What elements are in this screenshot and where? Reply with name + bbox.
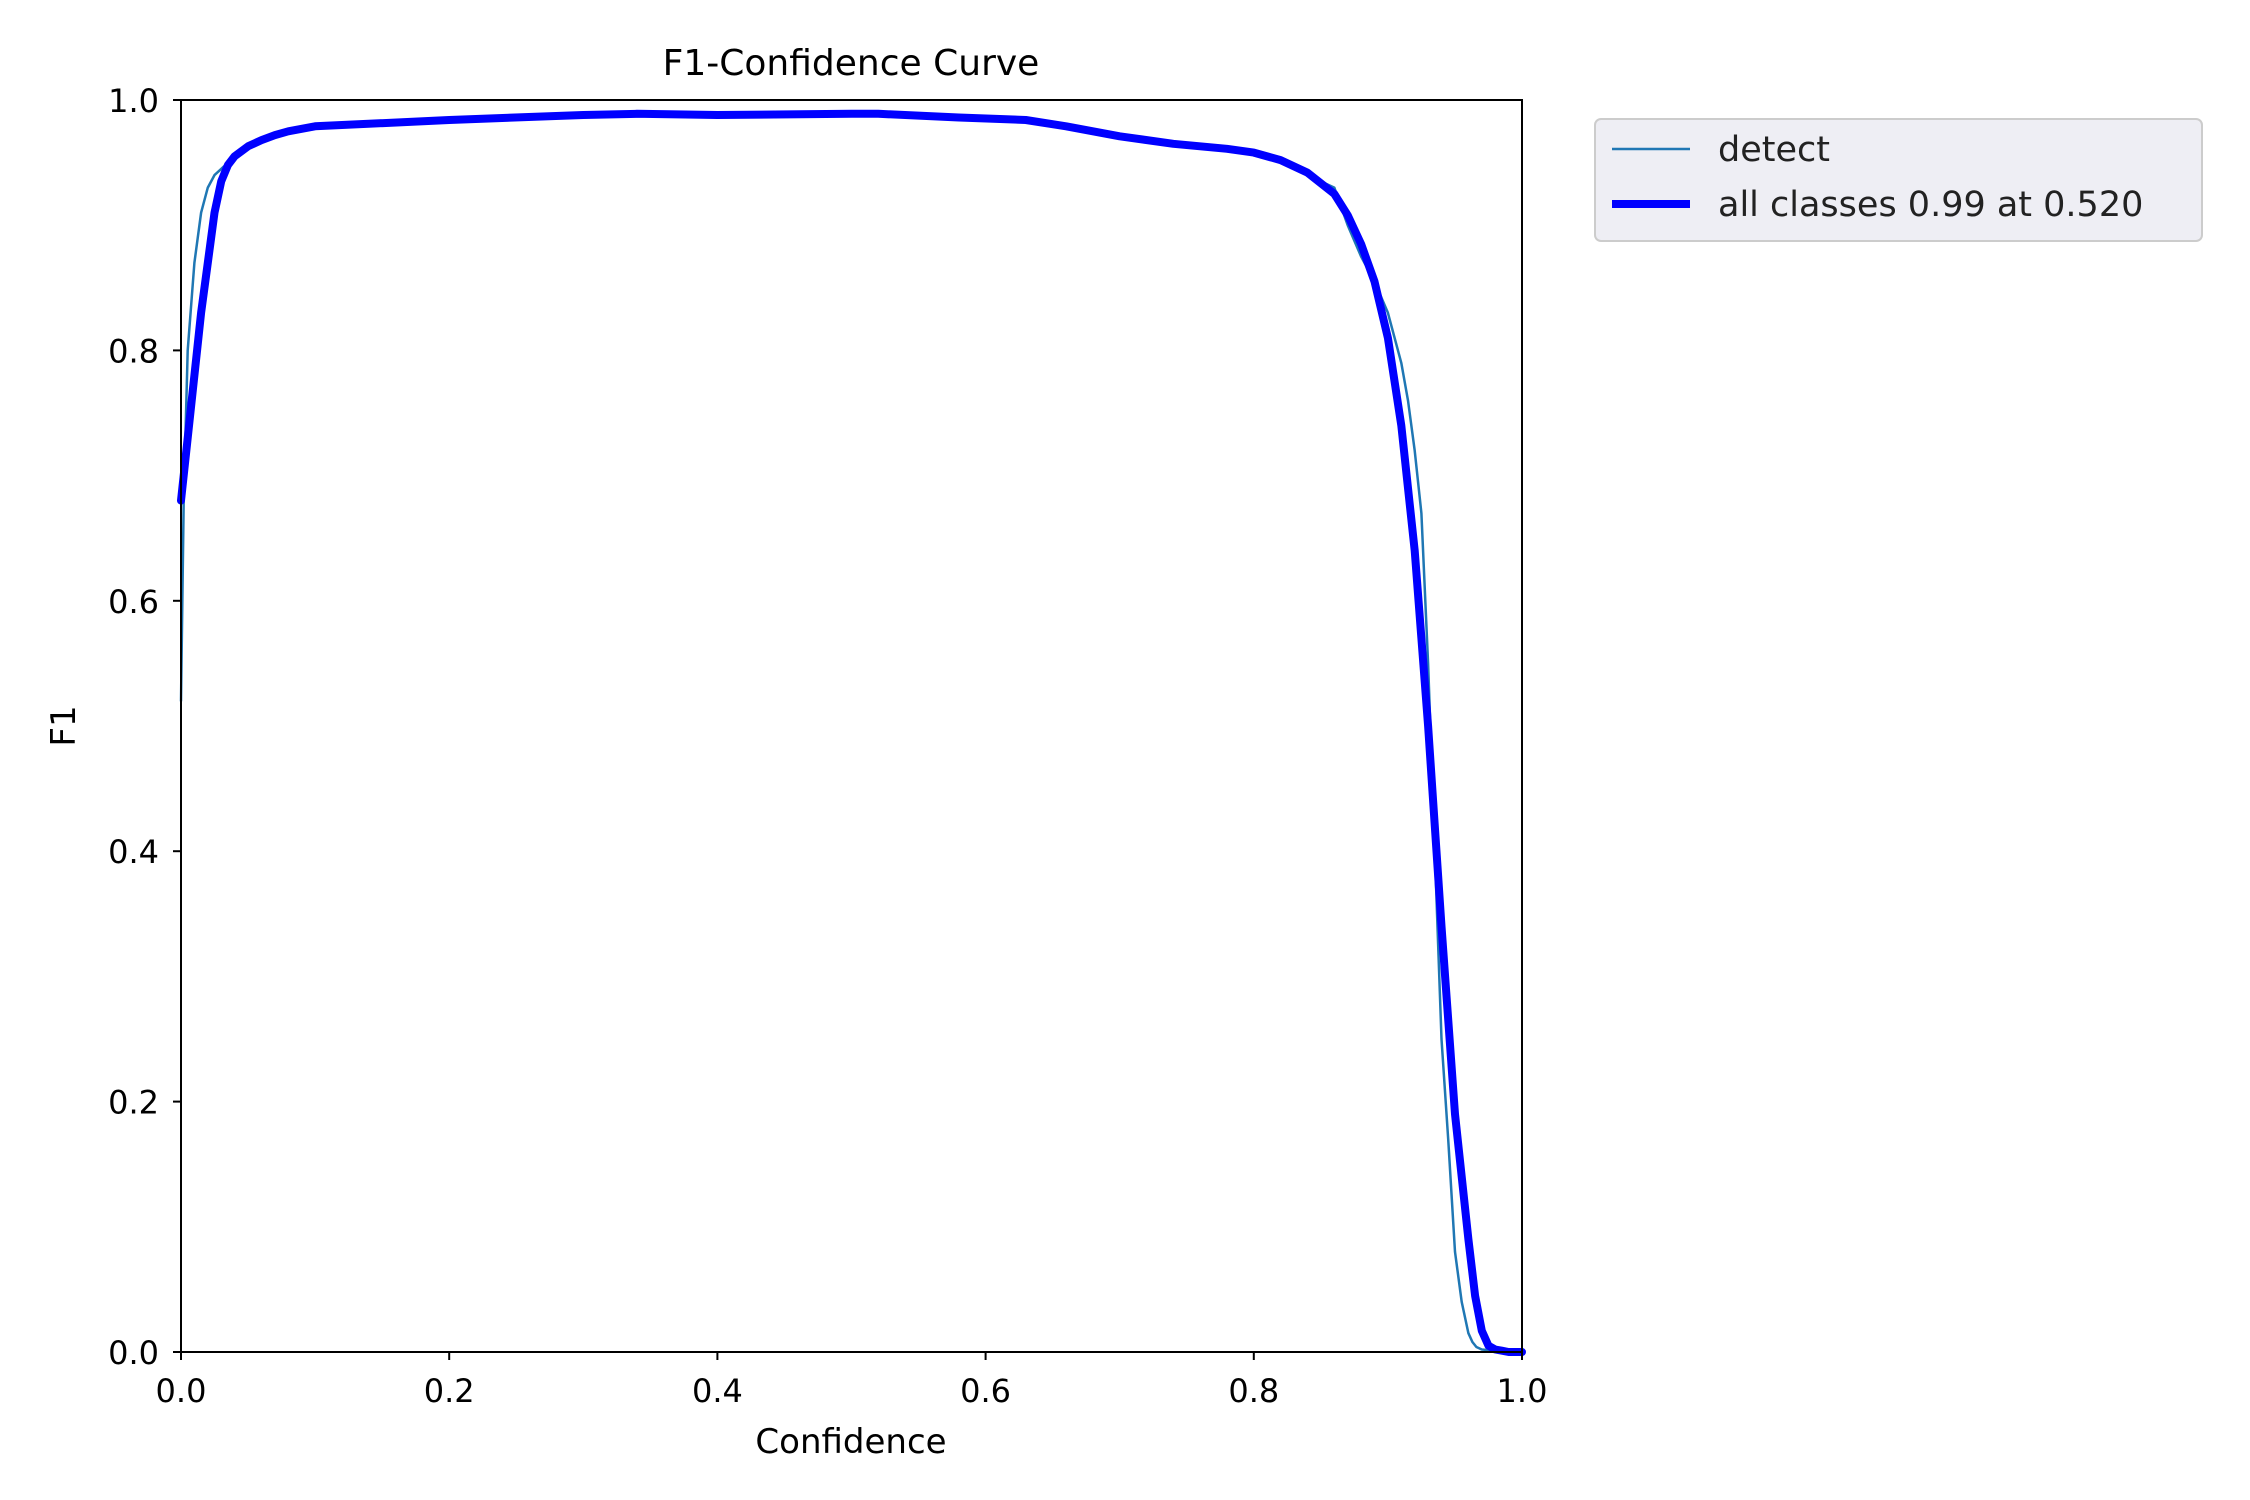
x-tick-label: 0.2 (424, 1372, 475, 1410)
x-tick-label: 0.0 (156, 1372, 207, 1410)
y-tick-label: 0.6 (108, 583, 159, 621)
series-layer (177, 109, 1526, 1356)
x-tick-label: 0.4 (692, 1372, 743, 1410)
plot-frame (180, 99, 1523, 1353)
y-axis-ticks: 0.0 0.2 0.4 0.6 0.8 1.0 (108, 82, 181, 1372)
x-axis-label: Confidence (755, 1422, 946, 1462)
chart-title: F1-Confidence Curve (663, 43, 1040, 84)
y-axis-label: F1 (44, 705, 84, 746)
y-tick-label: 0.0 (108, 1334, 159, 1372)
x-tick-label: 0.8 (1228, 1372, 1279, 1410)
y-tick-label: 0.4 (108, 833, 159, 871)
x-axis-ticks: 0.0 0.2 0.4 0.6 0.8 1.0 (156, 1352, 1548, 1410)
plot-area (177, 99, 1526, 1356)
y-tick-label: 0.2 (108, 1084, 159, 1122)
legend-label-all-classes: all classes 0.99 at 0.520 (1718, 185, 2143, 225)
y-tick-label: 1.0 (108, 82, 159, 120)
legend-label-detect: detect (1718, 130, 1830, 170)
series-line-all-classes (177, 109, 1526, 1356)
legend: detect all classes 0.99 at 0.520 (1594, 118, 2203, 242)
legend-box (1594, 118, 2203, 242)
y-tick-label: 0.8 (108, 332, 159, 370)
x-tick-label: 0.6 (960, 1372, 1011, 1410)
x-tick-label: 1.0 (1497, 1372, 1548, 1410)
